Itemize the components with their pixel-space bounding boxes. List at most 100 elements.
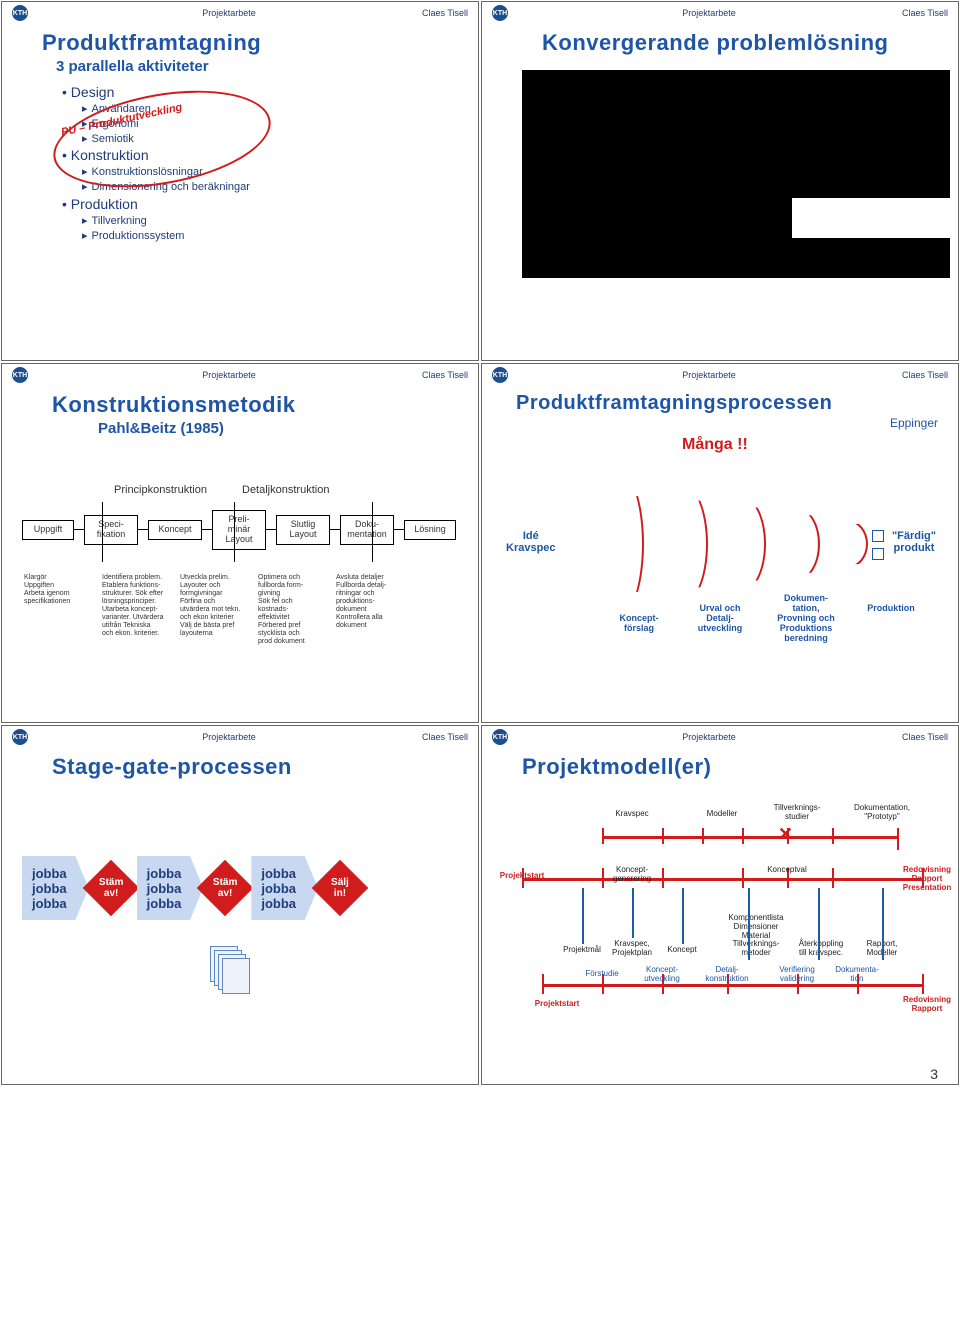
header-author: Claes Tisell [422,370,468,380]
slide-2: KTH Projektarbete Claes Tisell Konverger… [481,1,959,361]
kth-logo: KTH [492,367,508,383]
header-title: Projektarbete [516,732,902,742]
stage-box: Produktion [856,604,926,614]
slide-5: KTH Projektarbete Claes Tisell Stage-gat… [1,725,479,1085]
timeline [602,836,897,839]
header-title: Projektarbete [516,8,902,18]
header-author: Claes Tisell [422,732,468,742]
phase-divider [102,502,103,562]
phase-divider [234,502,235,562]
slide-header: KTH Projektarbete Claes Tisell [2,726,478,748]
detail-text: Utveckla prelim. Layouter och formgivnin… [180,574,252,646]
header-author: Claes Tisell [902,732,948,742]
row2-end: Redovisning Rapport [892,996,959,1014]
top-label: Modeller [692,810,752,819]
work-stage: jobba jobba jobba [22,856,89,920]
work-stage: jobba jobba jobba [137,856,204,920]
wave [654,482,708,606]
timeline [522,878,922,881]
row2-phase: Koncept- utveckling [632,966,692,984]
header-title: Projektarbete [516,370,902,380]
slide6-title: Projektmodell(er) [522,754,942,780]
mid-label: Koncept [652,946,712,955]
row1-end-label: Redovisning Rapport Presentation [892,866,959,892]
flow-box: Lösning [404,520,456,540]
row2-phase: Förstudie [572,970,632,979]
header-title: Projektarbete [36,8,422,18]
slide-header: KTH Projektarbete Claes Tisell [2,364,478,386]
row2-phase: Dokumenta- tion [827,966,887,984]
flow-boxes: UppgiftSpeci- fikationKonceptPreli- minä… [22,510,458,550]
flow-connector [74,529,84,530]
flow-connector [138,529,148,530]
header-title: Projektarbete [36,370,422,380]
kth-logo: KTH [492,5,508,21]
connector [882,888,884,960]
page: KTH Projektarbete Claes Tisell Produktfr… [0,0,960,1086]
slide4-source: Eppinger [890,416,938,430]
connector [748,888,750,960]
slide4-title: Produktframtagningsprocessen [516,392,942,415]
slide-header: KTH Projektarbete Claes Tisell [482,364,958,386]
slide2-title: Konvergerande problemlösning [542,30,942,56]
timeline [542,984,922,987]
wave [718,496,766,592]
top-label: Dokumentation, "Prototyp" [842,804,922,822]
row2-start: Projektstart [527,1000,587,1009]
cross-icon: ✕ [778,824,793,845]
row2-phase: Verifiering validering [767,966,827,984]
marker-icon [872,548,884,560]
black-area-1 [522,70,950,198]
list-item: Tillverkning [82,214,478,229]
kth-logo: KTH [12,367,28,383]
phase-label-2: Detaljkonstruktion [242,484,329,496]
slide-1: KTH Projektarbete Claes Tisell Produktfr… [1,1,479,361]
gate: Stäm av! [83,856,137,920]
mid-label: Återkoppling till kravspec. [788,940,854,958]
connector [582,888,584,944]
flow-connector [394,529,404,530]
row2-phase: Detalj- konstruktion [697,966,757,984]
flow-connector [202,529,212,530]
work-stage: jobba jobba jobba [251,856,318,920]
slide-3: KTH Projektarbete Claes Tisell Konstrukt… [1,363,479,723]
slide5-title: Stage-gate-processen [52,754,462,780]
slide-6: KTH Projektarbete Claes Tisell Projektmo… [481,725,959,1085]
sell-gate: Sälj in! [312,856,366,920]
row1-label: Konceptval [757,866,817,875]
s6-diagram: ✕ Kravspec Modeller Tillverknings- studi… [502,806,938,1064]
list-item: Design [62,83,478,102]
phase-label-1: Principkonstruktion [114,484,207,496]
connector [682,888,684,944]
slide1-subtitle: 3 parallella aktiviteter [56,58,462,75]
detail-text: Klargör Uppgiften Arbeta igenom specifik… [24,574,96,646]
flow-box: Doku- mentation [340,515,394,545]
kth-logo: KTH [12,5,28,21]
stage-box: Koncept- förslag [604,614,674,634]
s4-right: "Färdig" produkt [892,530,936,554]
black-area-3 [792,238,950,278]
marker-icon [872,530,884,542]
row1-label: Koncept- generering [602,866,662,884]
detail-text: Optimera och fullborda form- givning Sök… [258,574,330,646]
header-author: Claes Tisell [902,8,948,18]
wave [584,464,644,624]
stage-box: Dokumen- tation, Provning och Produktion… [764,594,848,643]
slide3-subtitle: Pahl&Beitz (1985) [98,420,462,437]
detail-columns: Klargör Uppgiften Arbeta igenom specifik… [24,574,408,646]
slide-header: KTH Projektarbete Claes Tisell [482,2,958,24]
kth-logo: KTH [492,729,508,745]
wave [828,520,868,568]
slide-header: KTH Projektarbete Claes Tisell [482,726,958,748]
page-number: 3 [930,1066,938,1082]
slide1-title: Produktframtagning [42,30,462,56]
flow-box: Uppgift [22,520,74,540]
phase-divider [372,502,373,562]
detail-text: Identifiera problem. Etablera funktions-… [102,574,174,646]
gate: Stäm av! [197,856,251,920]
many-label: Många !! [682,436,748,454]
s4-left: Idé Kravspec [506,530,556,554]
flow-box: Preli- minär Layout [212,510,266,550]
top-label: Kravspec [602,810,662,819]
stage-gate-row: jobba jobba jobba Stäm av! jobba jobba j… [22,856,366,920]
